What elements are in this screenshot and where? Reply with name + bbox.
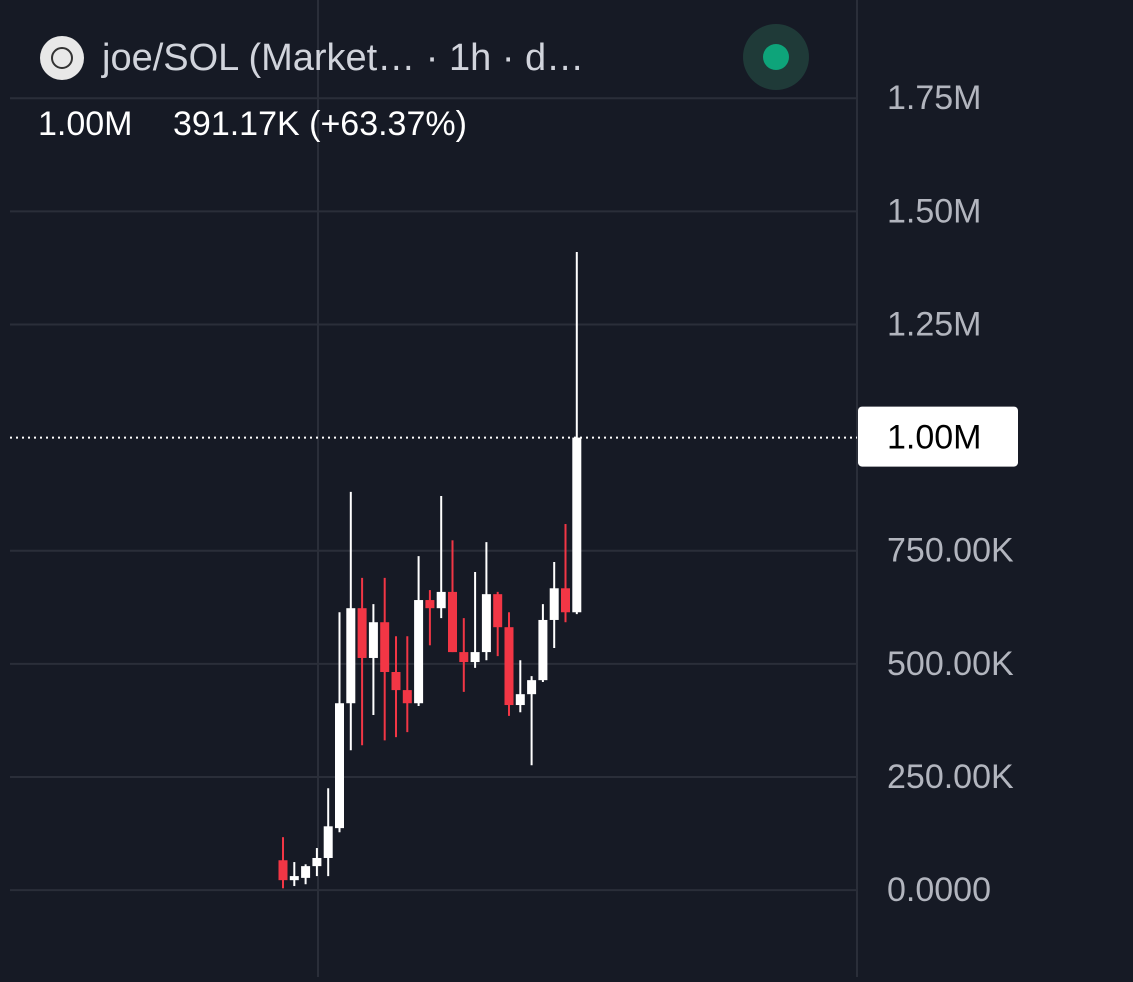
token-avatar: [40, 36, 84, 80]
price-change: 391.17K (+63.37%): [173, 105, 467, 143]
chart-title: joe/SOL (Market… · 1h · d…: [101, 37, 584, 79]
header: joe/SOL (Market… · 1h · d… 1.00M 391.17K…: [38, 24, 809, 143]
candle-body: [414, 600, 424, 704]
y-tick-label: 1.75M: [887, 79, 982, 117]
candle-body: [425, 600, 435, 609]
candle-body: [561, 588, 570, 613]
last-price-label: 1.00M: [887, 419, 982, 457]
candle-body: [402, 690, 412, 704]
grid: [10, 97, 857, 892]
candle-body: [368, 622, 378, 658]
candle-body: [459, 652, 469, 663]
candle-body: [335, 703, 344, 829]
status-dot: [763, 44, 789, 70]
y-axis: 0.0000 250.00K 500.00K 750.00K 1.25M 1.50M 1.7…: [10, 79, 1018, 909]
candle-body: [527, 680, 537, 695]
candle-body: [470, 652, 480, 663]
y-tick-label: 0.0000: [887, 871, 991, 909]
candle-body: [346, 608, 356, 704]
candle-body: [391, 671, 401, 691]
candle-body: [436, 591, 446, 609]
candle-body: [481, 594, 491, 653]
candle-body: [323, 826, 333, 858]
candle-body: [572, 437, 582, 613]
candles: [278, 252, 582, 889]
candle-body: [504, 627, 514, 706]
candle-body: [301, 866, 311, 878]
last-price: 1.00M: [38, 105, 133, 143]
candle-body: [493, 594, 503, 628]
y-tick-label: 500.00K: [887, 645, 1014, 683]
candle-body: [538, 619, 548, 681]
candle-body: [357, 608, 367, 658]
candle-body: [312, 857, 322, 867]
candle-body: [289, 876, 299, 881]
candle-body: [448, 591, 457, 653]
token-avatar-face: [51, 47, 73, 69]
last-price-box: [858, 406, 1018, 467]
y-tick-label: 1.50M: [887, 192, 982, 230]
y-tick-label: 750.00K: [887, 532, 1014, 570]
candle-body: [515, 694, 525, 706]
candle-body: [549, 588, 559, 620]
candle-body: [278, 860, 288, 881]
y-tick-label: 250.00K: [887, 758, 1014, 796]
y-tick-label: 1.25M: [887, 305, 982, 343]
candle-body: [380, 622, 390, 672]
